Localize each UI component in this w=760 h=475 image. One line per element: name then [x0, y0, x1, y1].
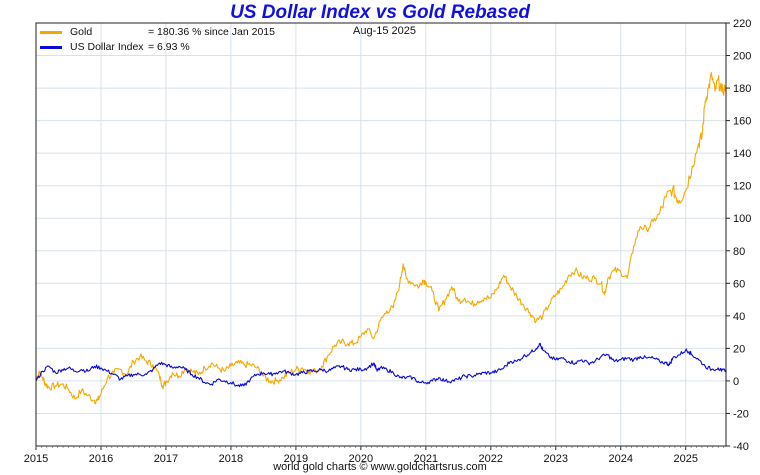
plot-frame	[35, 22, 727, 447]
x-tick-label: 2015	[24, 453, 48, 465]
y-tick-label: 140	[733, 148, 751, 160]
y-tick-label: 160	[733, 116, 751, 128]
legend-label-usd: US Dollar Index	[70, 41, 144, 53]
chart-footer: world gold charts © www.goldchartsrus.co…	[273, 461, 487, 473]
usd-index-line	[35, 342, 727, 388]
y-tick-label: -20	[733, 408, 749, 420]
legend-value-usd: = 6.93 %	[148, 41, 190, 53]
y-tick-label: 0	[733, 376, 739, 388]
x-tick-label: 2020	[349, 453, 373, 465]
chart-title: US Dollar Index vs Gold Rebased	[230, 2, 530, 23]
y-tick-label: 220	[733, 18, 751, 30]
x-tick-label: 2024	[609, 453, 633, 465]
y-tick-label: 60	[733, 278, 745, 290]
x-tick-label: 2019	[284, 453, 308, 465]
x-tick-label: 2018	[219, 453, 243, 465]
legend-swatch-gold	[40, 31, 62, 34]
y-tick-label: 40	[733, 311, 745, 323]
y-tick-label: 180	[733, 83, 751, 95]
x-tick-label: 2016	[89, 453, 113, 465]
y-tick-label: 80	[733, 246, 745, 258]
x-tick-label: 2021	[414, 453, 438, 465]
gold-line	[35, 71, 727, 405]
x-tick-label: 2022	[479, 453, 503, 465]
legend-swatch-usd	[40, 46, 62, 49]
x-tick-label: 2017	[154, 453, 178, 465]
y-tick-label: 120	[733, 181, 751, 193]
y-tick-label: -40	[733, 441, 749, 453]
y-tick-label: 100	[733, 213, 751, 225]
y-tick-label: 20	[733, 343, 745, 355]
x-tick-label: 2025	[673, 453, 697, 465]
date-label: Aug-15 2025	[353, 25, 416, 37]
legend-label-gold: Gold	[70, 26, 93, 38]
y-tick-label: 200	[733, 51, 751, 63]
x-tick-label: 2023	[544, 453, 568, 465]
legend-value-gold: = 180.36 % since Jan 2015	[148, 26, 275, 38]
